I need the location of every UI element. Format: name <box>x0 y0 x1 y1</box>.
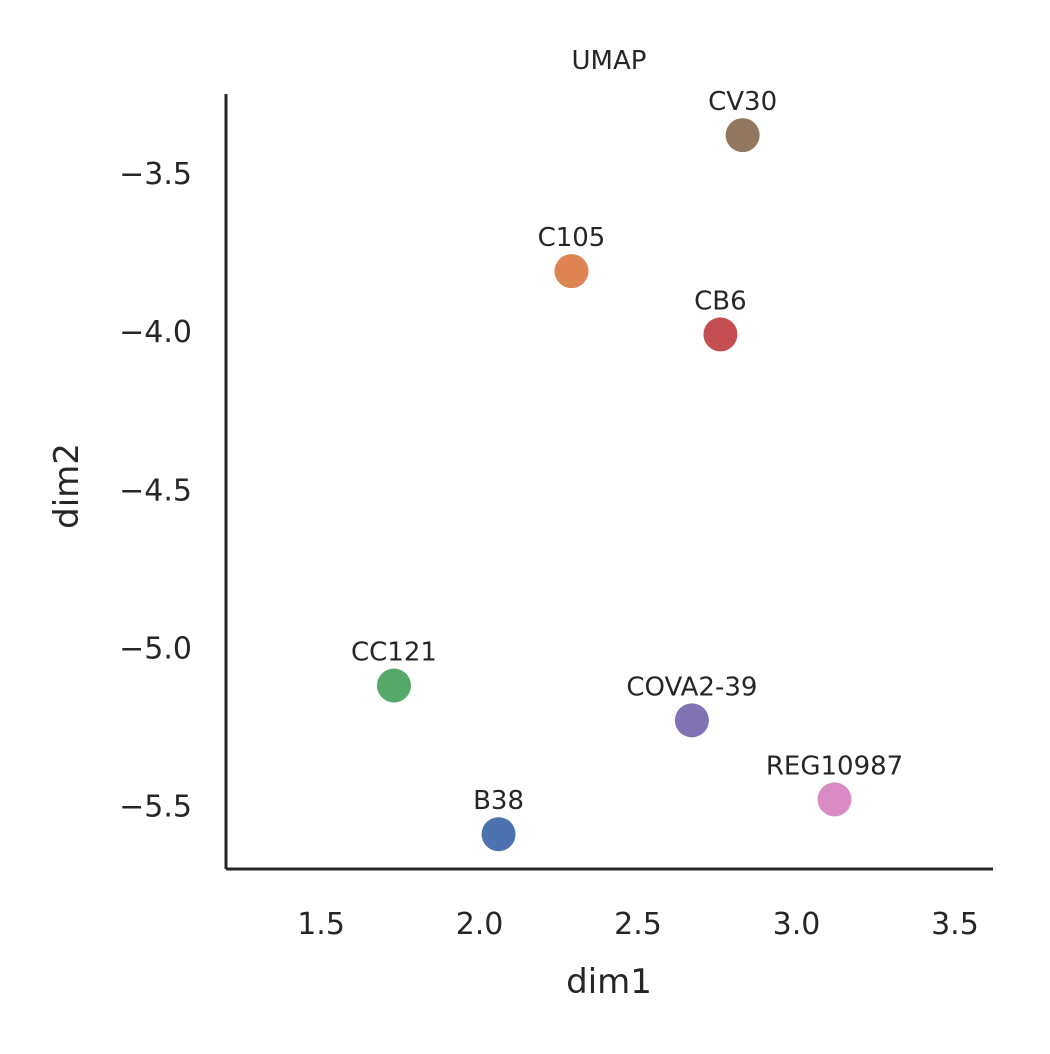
y-tick-label: −5.5 <box>119 790 192 825</box>
y-tick-labels: −3.5 −4.0 −4.5 −5.0 −5.5 <box>119 157 192 825</box>
point-label: COVA2-39 <box>626 672 757 702</box>
y-tick-label: −5.0 <box>119 632 192 667</box>
scatter-points <box>376 118 852 852</box>
x-tick-label: 3.0 <box>773 907 821 942</box>
scatter-point <box>554 254 589 289</box>
point-label: C105 <box>538 223 606 253</box>
y-tick-label: −4.5 <box>119 473 192 508</box>
point-label: B38 <box>473 786 524 816</box>
scatter-point <box>674 703 709 738</box>
point-labels: B38 C105 CC121 CB6 COVA2-39 CV30 REG10987 <box>351 87 903 816</box>
x-tick-labels: 1.5 2.0 2.5 3.0 3.5 <box>297 907 979 942</box>
y-axis-title: dim2 <box>47 443 87 529</box>
scatter-point <box>481 817 516 852</box>
scatter-point <box>817 782 852 817</box>
point-label: CC121 <box>351 638 437 668</box>
y-tick-label: −3.5 <box>119 157 192 192</box>
x-axis-title: dim1 <box>566 962 652 1002</box>
scatter-point <box>725 118 760 153</box>
chart-title: UMAP <box>572 46 647 76</box>
point-label: CV30 <box>708 87 777 117</box>
x-tick-label: 3.5 <box>931 907 979 942</box>
point-label: REG10987 <box>766 751 903 781</box>
x-tick-label: 2.0 <box>456 907 504 942</box>
x-tick-label: 1.5 <box>297 907 345 942</box>
y-tick-label: −4.0 <box>119 315 192 350</box>
x-tick-label: 2.5 <box>614 907 662 942</box>
point-label: CB6 <box>694 286 747 316</box>
scatter-point <box>376 668 411 703</box>
scatter-point <box>703 317 738 352</box>
